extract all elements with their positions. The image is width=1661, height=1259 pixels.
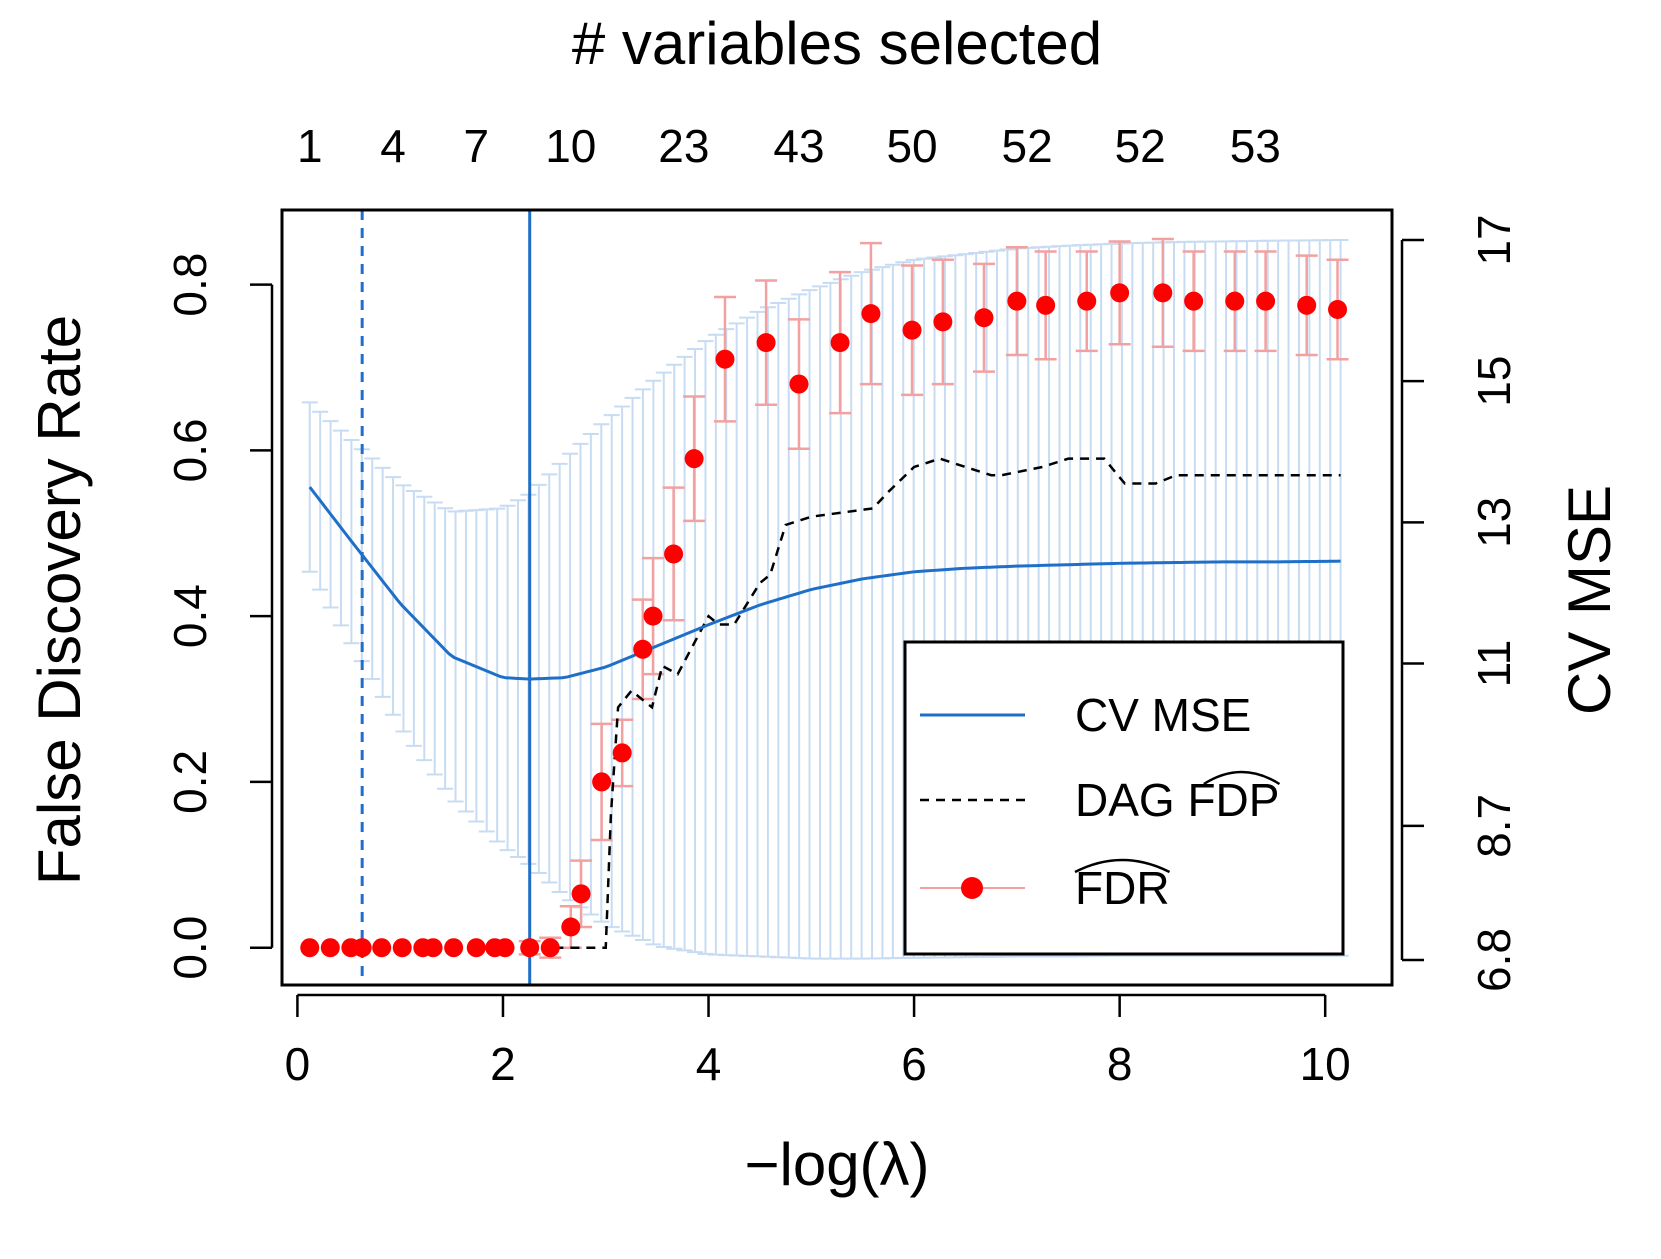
fdr-point bbox=[756, 333, 776, 353]
fdr-point bbox=[320, 938, 340, 958]
fdr-point bbox=[1110, 283, 1130, 303]
fdr-point bbox=[392, 938, 412, 958]
y-axis-left: 0.0 0.2 0.4 0.6 0.8 bbox=[164, 253, 274, 980]
legend-hat-accent bbox=[1203, 770, 1281, 786]
x-axis-top: 1 4 7 10 23 43 50 52 52 53 bbox=[297, 120, 1281, 172]
chart-title: # variables selected bbox=[572, 10, 1102, 77]
top-tick-label: 10 bbox=[545, 120, 596, 172]
y-right-tick-label: 15 bbox=[1468, 356, 1520, 407]
x-tick-label: 10 bbox=[1300, 1038, 1351, 1090]
fdr-point bbox=[520, 938, 540, 958]
fdr-point bbox=[633, 639, 653, 659]
plot-frame bbox=[280, 208, 1394, 987]
fdr-point bbox=[571, 884, 591, 904]
fdr-point bbox=[495, 938, 515, 958]
x-tick-label: 0 bbox=[285, 1038, 311, 1090]
y-left-tick-label: 0.6 bbox=[164, 418, 216, 482]
y-axis-left-title: False Discovery Rate bbox=[26, 315, 93, 885]
fdr-point bbox=[933, 312, 953, 332]
fdr-point bbox=[466, 938, 486, 958]
fdr-point bbox=[423, 938, 443, 958]
fdr-point bbox=[861, 304, 881, 324]
top-tick-label: 4 bbox=[380, 120, 406, 172]
fdr-point bbox=[1036, 295, 1056, 315]
top-tick-label: 52 bbox=[1115, 120, 1166, 172]
legend-label: CV MSE bbox=[1075, 689, 1251, 741]
y-right-tick-label: 6.8 bbox=[1468, 928, 1520, 992]
y-left-tick-label: 0.8 bbox=[164, 253, 216, 317]
fdr-point bbox=[1007, 291, 1027, 311]
fdr-point bbox=[1153, 283, 1173, 303]
fdr-point bbox=[715, 349, 735, 369]
y-right-tick-label: 13 bbox=[1468, 497, 1520, 548]
fdr-point bbox=[1225, 291, 1245, 311]
y-left-tick-label: 0.2 bbox=[164, 750, 216, 814]
x-tick-label: 2 bbox=[490, 1038, 516, 1090]
fdr-point bbox=[540, 938, 560, 958]
fdr-point bbox=[902, 320, 922, 340]
y-axis-right: 6.8 8.7 11 13 15 17 bbox=[1400, 214, 1520, 992]
fdr-point bbox=[789, 374, 809, 394]
fdr-point bbox=[1077, 291, 1097, 311]
fdr-point bbox=[664, 544, 684, 564]
top-tick-label: 52 bbox=[1002, 120, 1053, 172]
x-tick-label: 6 bbox=[901, 1038, 927, 1090]
cv-mse-series bbox=[308, 486, 1341, 681]
fdr-point bbox=[1184, 291, 1204, 311]
legend-swatch-fdr-point bbox=[961, 877, 983, 899]
top-tick-label: 53 bbox=[1230, 120, 1281, 172]
x-axis-title: −log(λ) bbox=[744, 1131, 929, 1198]
y-left-tick-label: 0.4 bbox=[164, 584, 216, 648]
legend-label: FDR bbox=[1075, 862, 1170, 914]
top-tick-label: 1 bbox=[297, 120, 323, 172]
y-right-tick-label: 11 bbox=[1468, 640, 1520, 688]
fdr-point bbox=[974, 308, 994, 328]
legend-label: DAG FDP bbox=[1075, 774, 1279, 826]
x-axis: 0 2 4 6 8 10 bbox=[285, 993, 1351, 1090]
fdr-point bbox=[372, 938, 392, 958]
legend: CV MSE DAG FDP FDR bbox=[903, 640, 1345, 956]
fdr-point bbox=[352, 938, 372, 958]
y-left-tick-label: 0.0 bbox=[164, 916, 216, 980]
fdr-point bbox=[612, 743, 632, 763]
y-right-tick-label: 8.7 bbox=[1468, 794, 1520, 858]
top-tick-label: 23 bbox=[658, 120, 709, 172]
legend-hat-accent bbox=[1074, 858, 1171, 874]
x-tick-label: 8 bbox=[1107, 1038, 1133, 1090]
fdr-point bbox=[684, 449, 704, 469]
y-right-tick-label: 17 bbox=[1468, 214, 1520, 265]
y-axis-right-title: CV MSE bbox=[1556, 485, 1623, 715]
fdr-point bbox=[561, 917, 581, 937]
legend-box bbox=[903, 640, 1345, 956]
x-tick-label: 4 bbox=[696, 1038, 722, 1090]
top-tick-label: 43 bbox=[773, 120, 824, 172]
fdr-point bbox=[1328, 299, 1348, 319]
fdr-point bbox=[1297, 295, 1317, 315]
fdr-points bbox=[300, 283, 1348, 958]
fdr-point bbox=[830, 333, 850, 353]
top-tick-label: 50 bbox=[886, 120, 937, 172]
top-tick-label: 7 bbox=[463, 120, 489, 172]
lambda-reference-lines bbox=[360, 210, 532, 985]
cv-mse-line bbox=[308, 486, 1341, 681]
fdr-point bbox=[592, 772, 612, 792]
fdr-point bbox=[444, 938, 464, 958]
fdr-point bbox=[300, 938, 320, 958]
fdr-point bbox=[643, 606, 663, 626]
fdr-point bbox=[1256, 291, 1276, 311]
